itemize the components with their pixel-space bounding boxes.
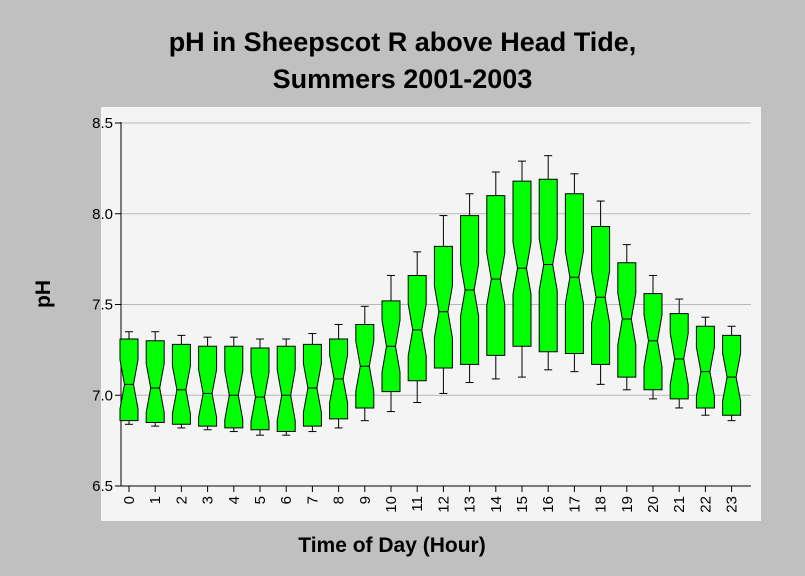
box-body: [722, 334, 742, 416]
x-tick-label: 16: [540, 496, 557, 513]
box-body: [669, 313, 689, 400]
x-tick-label: 19: [619, 496, 636, 513]
box-body: [512, 180, 532, 347]
box-body: [591, 225, 611, 365]
box-body: [302, 343, 322, 427]
x-tick-label: 18: [593, 496, 610, 513]
box-14: [486, 171, 506, 380]
chart-subtitle: Summers 2001-2003: [272, 64, 533, 94]
box-body: [617, 262, 637, 378]
box-5: [250, 338, 270, 436]
x-tick-label: 9: [357, 496, 374, 504]
x-tick-label: 6: [278, 496, 295, 504]
x-tick-label: 1: [147, 496, 164, 504]
box-10: [381, 274, 401, 413]
grid-lines: [121, 122, 751, 396]
x-tick-label: 17: [566, 496, 583, 513]
box-body: [145, 340, 165, 423]
boxes: [119, 155, 742, 436]
x-tick-label: 22: [697, 496, 714, 513]
x-tick-label: 3: [200, 496, 217, 504]
box-21: [669, 298, 689, 409]
box-body: [486, 195, 506, 356]
box-23: [722, 325, 742, 422]
box-body: [276, 345, 296, 433]
box-body: [250, 347, 270, 431]
box-body: [538, 178, 558, 353]
box-body: [433, 245, 453, 369]
x-tick-label: 13: [462, 496, 479, 513]
box-12: [433, 215, 453, 394]
x-tick-label: 21: [671, 496, 688, 513]
y-axis-label: pH: [32, 280, 55, 308]
y-tick-label: 6.5: [92, 478, 113, 495]
x-tick-label: 0: [121, 496, 138, 504]
x-axis-label: Time of Day (Hour): [298, 534, 485, 557]
chart-title-line1: pH in Sheepscot R above Head Tide,: [168, 27, 637, 57]
box-22: [695, 316, 715, 416]
box-body: [198, 345, 218, 427]
box-19: [617, 244, 637, 391]
box-9: [355, 305, 375, 422]
box-17: [564, 173, 584, 373]
box-20: [643, 274, 663, 400]
box-6: [276, 338, 296, 436]
x-tick-label: 20: [645, 496, 662, 513]
x-tick-label: 7: [304, 496, 321, 504]
y-tick-label: 7.5: [92, 297, 113, 314]
box-8: [329, 323, 349, 429]
box-7: [302, 333, 322, 433]
x-tick-label: 12: [435, 496, 452, 513]
box-13: [460, 193, 480, 384]
box-body: [695, 325, 715, 409]
box-16: [538, 155, 558, 371]
box-body: [224, 345, 244, 429]
box-body: [564, 193, 584, 355]
box-body: [407, 274, 427, 382]
x-tick-label: 11: [409, 496, 426, 512]
box-body: [643, 293, 663, 391]
y-tick-label: 7.0: [92, 387, 113, 404]
box-2: [171, 334, 191, 429]
x-tick-label: 5: [252, 496, 269, 504]
axes: 6.57.07.58.08.50 1 2 3 4 5 6 7 8 9 10 11 12 13 14 15 16 1…: [92, 115, 751, 513]
box-4: [224, 336, 244, 433]
x-tick-label: 14: [488, 496, 505, 513]
x-tick-label: 23: [724, 496, 741, 513]
box-0: [119, 331, 139, 425]
x-tick-label: 4: [226, 496, 243, 504]
box-3: [198, 336, 218, 431]
chart-title: pH in Sheepscot R above Head Tide, Summe…: [0, 24, 805, 98]
x-tick-label: 2: [173, 496, 190, 504]
box-11: [407, 251, 427, 404]
box-body: [119, 338, 139, 422]
y-tick-label: 8.5: [92, 115, 113, 132]
box-1: [145, 331, 165, 427]
box-body: [171, 343, 191, 425]
y-tick-label: 8.0: [92, 206, 113, 223]
box-15: [512, 160, 532, 378]
x-tick-label: 15: [514, 496, 531, 513]
box-18: [591, 200, 611, 385]
x-tick-label: 8: [331, 496, 348, 504]
x-tick-label: 10: [383, 496, 400, 513]
